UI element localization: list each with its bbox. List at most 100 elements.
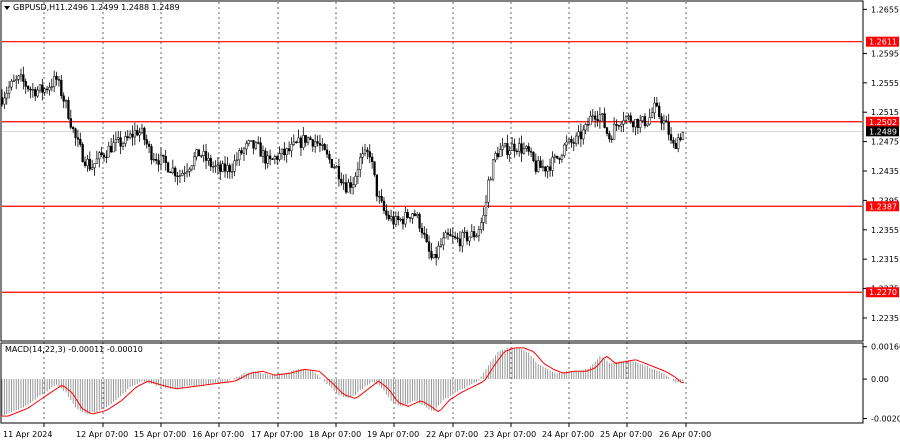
candle-body bbox=[508, 150, 511, 155]
candle-body bbox=[527, 146, 530, 152]
candle-body bbox=[596, 119, 599, 121]
candle-body bbox=[344, 182, 348, 193]
candle-body bbox=[458, 238, 462, 247]
candle-body bbox=[392, 216, 395, 225]
candle-body bbox=[81, 144, 84, 163]
candle-body bbox=[591, 115, 594, 117]
candle-body bbox=[389, 216, 393, 220]
candle-body bbox=[22, 74, 25, 82]
candle-body bbox=[681, 131, 685, 141]
candle-body bbox=[29, 88, 32, 91]
candle-body bbox=[10, 80, 13, 88]
price-tick-label: 1.2235 bbox=[871, 314, 899, 323]
candle-body bbox=[174, 167, 177, 177]
candle-body bbox=[86, 158, 89, 166]
candle-body bbox=[100, 152, 103, 155]
candle-body bbox=[529, 151, 533, 153]
price-tick-label: 1.2395 bbox=[871, 196, 899, 205]
candle-body bbox=[454, 236, 457, 239]
candle-body bbox=[117, 137, 120, 140]
candle-body bbox=[342, 182, 345, 184]
time-tick-label: 19 Apr 07:00 bbox=[367, 430, 419, 439]
price-tick-label: 1.2315 bbox=[871, 255, 899, 264]
candle-body bbox=[112, 142, 115, 153]
candle-body bbox=[413, 213, 416, 216]
candle-body bbox=[335, 165, 338, 168]
candles-layer bbox=[0, 66, 685, 266]
candle-body bbox=[309, 137, 312, 140]
candle-body bbox=[627, 115, 630, 117]
candle-body bbox=[541, 166, 545, 168]
candle-body bbox=[178, 175, 182, 177]
candle-body bbox=[515, 150, 518, 153]
candle-body bbox=[292, 141, 295, 145]
candle-body bbox=[31, 89, 34, 91]
candle-body bbox=[636, 119, 639, 128]
candle-body bbox=[368, 151, 371, 158]
candle-body bbox=[456, 237, 459, 240]
candle-body bbox=[375, 174, 379, 197]
candle-body bbox=[534, 160, 537, 172]
candle-body bbox=[567, 138, 571, 143]
candle-body bbox=[631, 121, 635, 128]
candle-body bbox=[290, 144, 293, 152]
candle-body bbox=[639, 120, 642, 128]
candle-body bbox=[124, 136, 127, 144]
candle-body bbox=[620, 123, 623, 127]
time-tick-label: 12 Apr 07:00 bbox=[76, 430, 128, 439]
time-axis: 11 Apr 2024 12 Apr 07:00 15 Apr 07:00 16 Ap… bbox=[3, 423, 711, 439]
macd-axis: 0.00166 0.00 -0.00202 bbox=[863, 343, 900, 423]
candle-body bbox=[171, 167, 174, 174]
macd-signal-line bbox=[2, 347, 685, 417]
candle-body bbox=[487, 179, 490, 203]
candle-body bbox=[41, 84, 44, 93]
candle-body bbox=[641, 116, 644, 121]
candle-body bbox=[91, 167, 94, 170]
candle-body bbox=[556, 155, 559, 159]
candle-body bbox=[427, 241, 431, 252]
candle-body bbox=[461, 232, 464, 247]
candle-body bbox=[176, 175, 179, 178]
candle-body bbox=[677, 137, 680, 150]
candle-body bbox=[200, 155, 203, 157]
candle-body bbox=[489, 178, 492, 181]
candle-body bbox=[88, 158, 91, 170]
candle-body bbox=[230, 171, 234, 173]
candle-body bbox=[354, 175, 357, 185]
candle-body bbox=[563, 144, 566, 156]
candle-body bbox=[612, 124, 616, 140]
candle-body bbox=[164, 156, 167, 164]
level-price-box bbox=[866, 201, 899, 212]
candle-body bbox=[280, 148, 284, 154]
candle-body bbox=[195, 149, 198, 158]
collapse-triangle-icon[interactable] bbox=[4, 6, 10, 10]
candle-body bbox=[648, 116, 651, 125]
candle-body bbox=[622, 120, 625, 125]
candle-body bbox=[491, 159, 495, 180]
candle-body bbox=[629, 115, 632, 123]
candle-body bbox=[658, 105, 661, 117]
candle-body bbox=[465, 231, 469, 242]
candle-body bbox=[370, 156, 374, 162]
candle-body bbox=[17, 75, 20, 80]
candle-body bbox=[15, 79, 18, 82]
candle-body bbox=[53, 75, 56, 87]
candle-body bbox=[679, 137, 682, 141]
candle-body bbox=[295, 141, 298, 143]
candle-body bbox=[318, 142, 322, 146]
price-tick-label: 1.2555 bbox=[871, 79, 899, 88]
candle-body bbox=[546, 166, 549, 172]
candle-body bbox=[359, 157, 362, 170]
candle-body bbox=[525, 146, 528, 149]
candle-body bbox=[373, 161, 376, 175]
candle-body bbox=[60, 80, 63, 97]
candle-body bbox=[482, 215, 485, 223]
candle-body bbox=[316, 141, 319, 144]
candle-body bbox=[0, 97, 4, 105]
candle-body bbox=[216, 164, 220, 167]
candle-body bbox=[209, 158, 212, 167]
candle-body bbox=[575, 135, 578, 144]
candle-body bbox=[451, 235, 454, 237]
